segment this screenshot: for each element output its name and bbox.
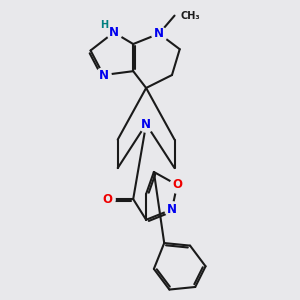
Text: N: N	[167, 203, 177, 216]
Text: O: O	[102, 193, 112, 206]
Text: N: N	[141, 118, 151, 131]
Text: N: N	[109, 26, 119, 39]
Text: N: N	[154, 27, 164, 40]
Text: O: O	[172, 178, 182, 191]
Text: H: H	[100, 20, 108, 30]
Text: N: N	[98, 68, 109, 82]
Text: CH₃: CH₃	[180, 11, 200, 21]
